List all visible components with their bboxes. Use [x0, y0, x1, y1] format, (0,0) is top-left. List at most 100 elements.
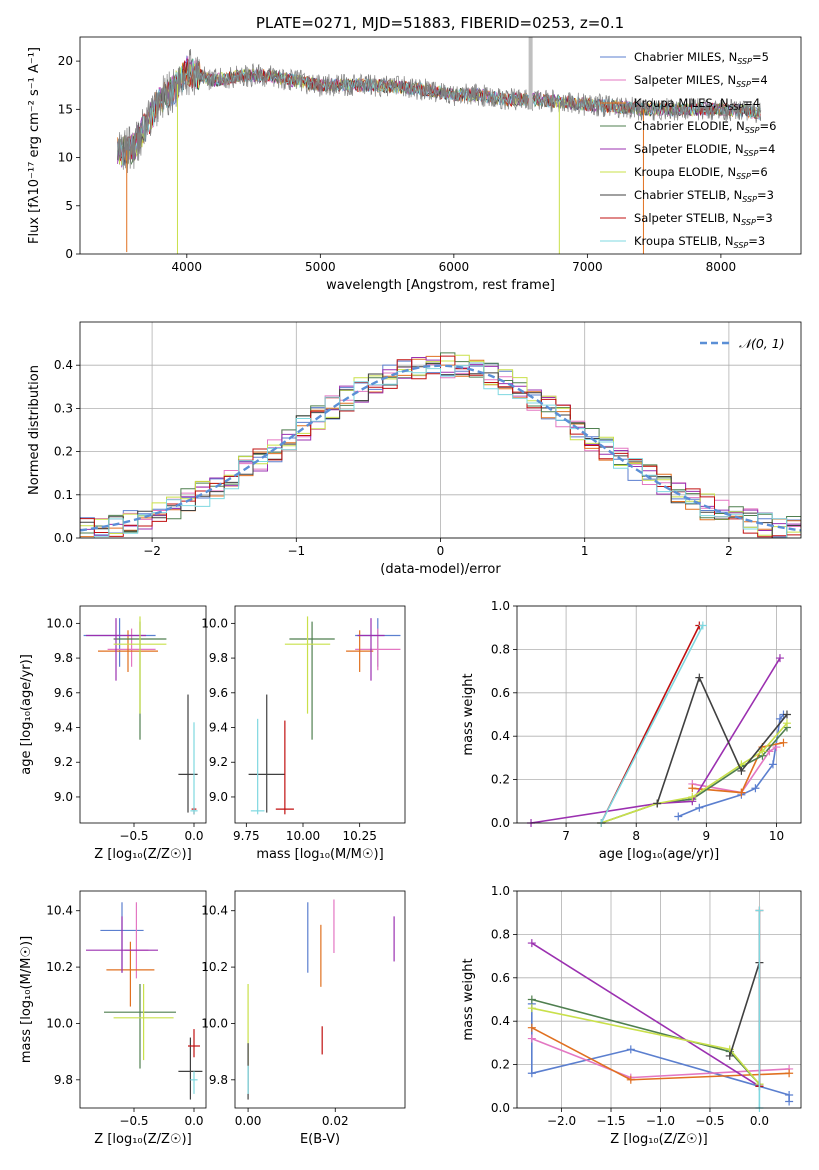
mass-weight-line	[531, 942, 760, 1087]
x-tick-label: −1	[287, 544, 305, 558]
x-tick-label: −0.5	[695, 1114, 724, 1128]
mass-weight-marker	[527, 995, 536, 1004]
mass-weight-marker	[751, 784, 760, 793]
mass_vs_EBV-points	[247, 899, 395, 1100]
y-tick-label: 0.0	[491, 816, 510, 830]
x-axis-label: wavelength [Angstrom, rest frame]	[326, 278, 555, 293]
y-tick-label: 10.2	[201, 960, 228, 974]
mass_weight_vs_Z-lines	[527, 906, 794, 1112]
mass-weight-marker	[785, 1069, 794, 1078]
y-tick-label: 0.6	[491, 971, 510, 985]
y-tick-label: 9.8	[209, 1073, 228, 1087]
x-tick-label: 10.00	[286, 829, 320, 843]
age_vs_Z-frame	[79, 605, 207, 824]
mass-weight-marker	[527, 1034, 536, 1043]
y-tick-label: 9.2	[54, 755, 73, 769]
mass-weight-marker	[737, 766, 746, 775]
y-tick-label: 9.0	[209, 790, 228, 804]
mass-weight-marker	[527, 1069, 536, 1078]
mass-weight-marker	[695, 803, 704, 812]
x-axis-label: (data-model)/error	[380, 562, 501, 577]
x-tick-label: 7000	[572, 260, 603, 274]
x-tick-label: 0.0	[184, 829, 203, 843]
mass-weight-marker	[695, 673, 704, 682]
y-tick-label: 15	[58, 102, 73, 116]
mass-weight-marker	[782, 719, 791, 728]
legend-entry: Salpeter MILES, NSSP=4	[634, 73, 768, 89]
mass-weight-marker	[527, 1004, 536, 1013]
mass_weight_vs_age-lines	[527, 621, 791, 827]
mass_vs_Z-points	[86, 902, 203, 1100]
mass_vs_EBV-axes: 0.00 0.02 9.8 10.0 10.2 10.4	[201, 904, 348, 1128]
y-tick-label: 9.8	[209, 651, 228, 665]
x-tick-label: 0.0	[184, 1114, 203, 1128]
mass-weight-marker	[782, 710, 791, 719]
mass-weight-marker	[725, 1051, 734, 1060]
mass-weight-marker	[768, 760, 777, 769]
y-tick-label: 0.8	[491, 642, 510, 656]
legend-entry: Salpeter ELODIE, NSSP=4	[634, 142, 775, 158]
y-tick-label: 9.4	[54, 721, 73, 735]
mass-weight-marker	[737, 788, 746, 797]
mass_vs_Z-axes: −0.5 0.0 9.8 10.0 10.2 10.4	[46, 904, 203, 1128]
mass-weight-line	[692, 746, 777, 794]
legend-entry: Kroupa MILES, NSSP=4	[634, 96, 760, 112]
mass_vs_EBV-frame	[234, 890, 406, 1109]
x-tick-label: 0.00	[235, 1114, 262, 1128]
mass-weight-line	[692, 741, 784, 794]
age_vs_mass-frame	[234, 605, 406, 824]
x-axis-label: mass [log₁₀(M/M☉)]	[256, 847, 383, 862]
y-tick-label: 10.0	[46, 616, 73, 630]
y-tick-label: 0.2	[491, 1058, 510, 1072]
x-tick-label: 4000	[172, 260, 203, 274]
age_vs_Z-points	[83, 616, 198, 815]
x-axis-label: E(B-V)	[300, 1132, 340, 1147]
x-tick-label: 0.02	[322, 1114, 349, 1128]
y-tick-label: 10	[58, 151, 73, 165]
y-tick-label: 0.4	[54, 358, 73, 372]
histogram-step	[80, 362, 801, 538]
mass-weight-line	[531, 998, 760, 1085]
legend-entry: Salpeter STELIB, NSSP=3	[634, 211, 773, 227]
y-axis-label: age [log₁₀(age/yr)]	[19, 654, 34, 775]
spectrum-lines	[117, 37, 762, 254]
mass_weight_vs_Z-frame	[516, 890, 802, 1109]
legend-entry: Kroupa ELODIE, NSSP=6	[634, 165, 768, 181]
mass-weight-marker	[688, 792, 697, 801]
mass-weight-marker	[758, 747, 767, 756]
chart-title: PLATE=0271, MJD=51883, FIBERID=0253, z=0…	[256, 14, 624, 32]
mass-weight-line	[600, 726, 788, 824]
x-axis-label: Z [log₁₀(Z/Z☉)]	[94, 1132, 191, 1147]
y-tick-label: 9.4	[209, 721, 228, 735]
legend-entry: Chabrier STELIB, NSSP=3	[634, 188, 774, 204]
mass-weight-marker	[626, 1075, 635, 1084]
mass_weight_vs_age-axes: 7 8 9 10 0.0 0.2 0.4 0.6 0.8 1.0	[491, 599, 801, 843]
y-tick-label: 0.0	[491, 1101, 510, 1115]
y-axis-label: mass weight	[461, 673, 476, 755]
mass-weight-marker	[775, 654, 784, 663]
x-tick-label: 8000	[706, 260, 737, 274]
mass-weight-line	[530, 657, 781, 824]
mass-weight-marker	[674, 812, 683, 821]
x-axis-label: age [log₁₀(age/yr)]	[599, 847, 720, 862]
x-tick-label: 2	[725, 544, 733, 558]
age_vs_mass-points	[248, 616, 401, 815]
y-tick-label: 10.4	[201, 904, 228, 918]
x-tick-label: 0.0	[750, 1114, 769, 1128]
y-tick-label: 9.6	[54, 686, 73, 700]
spectrum-axes: 4000 5000 6000 7000 8000 0 5 10 15 20	[58, 54, 736, 274]
y-tick-label: 0.6	[491, 686, 510, 700]
mass-weight-marker	[626, 1045, 635, 1054]
histograms	[80, 352, 801, 538]
x-tick-label: 1	[581, 544, 589, 558]
y-tick-label: 0.2	[54, 445, 73, 459]
mass_vs_Z-frame	[79, 890, 207, 1109]
y-tick-label: 0.0	[54, 531, 73, 545]
residuals-axes: −2 −1 0 1 2 0.0 0.1 0.2 0.3 0.4	[54, 322, 801, 558]
legend-entry: Chabrier MILES, NSSP=5	[634, 50, 769, 66]
x-tick-label: 10	[769, 829, 784, 843]
mass_weight_vs_Z-axes: −2.0 −1.5 −1.0 −0.5 0.0 0.0 0.2 0.4 0.6 0.8 1.0	[491, 884, 801, 1128]
mass-weight-marker	[653, 799, 662, 808]
x-axis-label: Z [log₁₀(Z/Z☉)]	[610, 1132, 707, 1147]
y-tick-label: 1.0	[491, 599, 510, 613]
